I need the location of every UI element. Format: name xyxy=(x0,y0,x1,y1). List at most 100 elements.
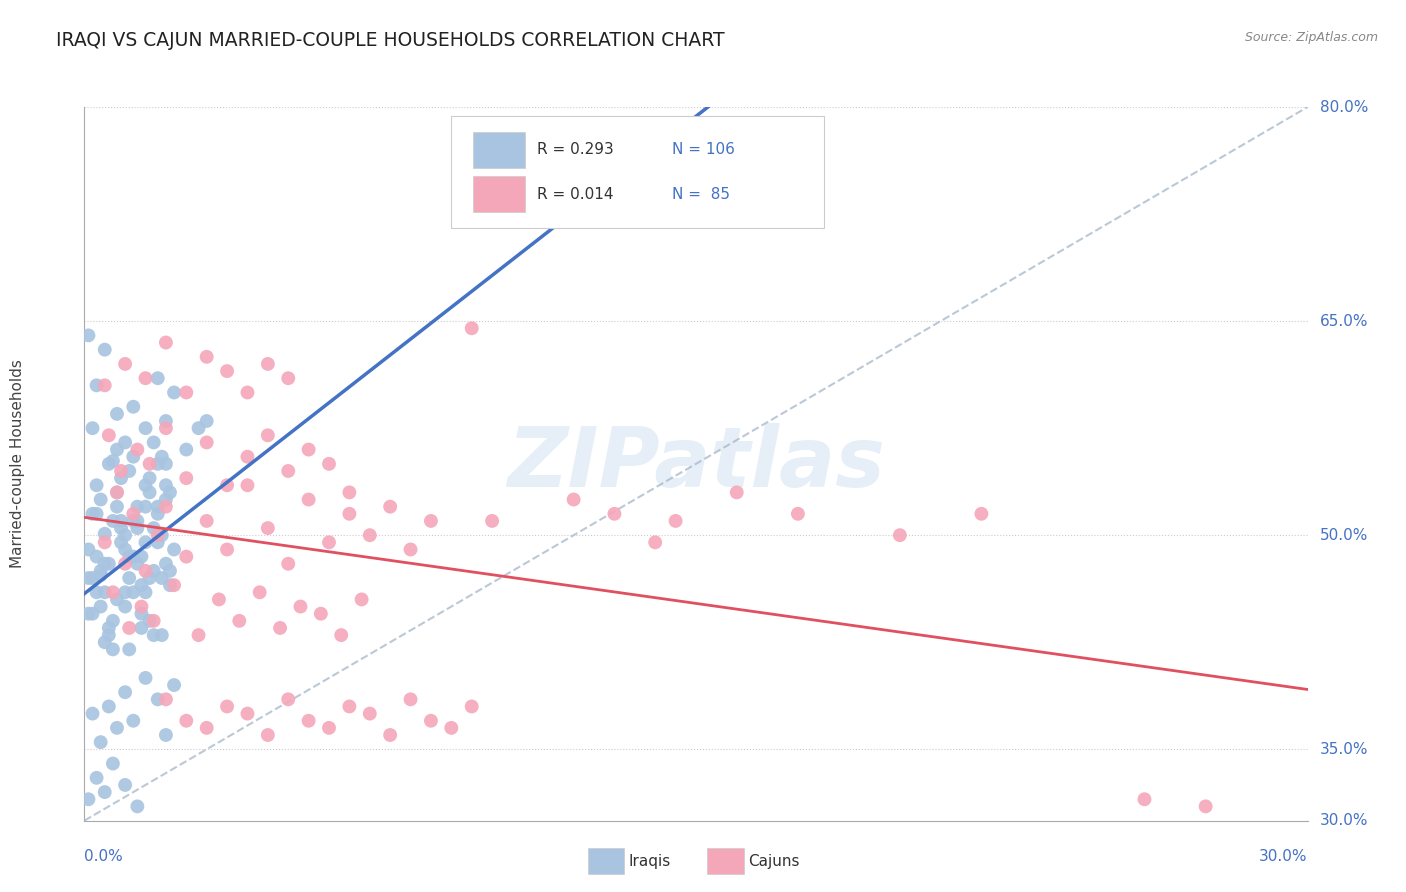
Point xyxy=(339,699,360,714)
Point xyxy=(155,500,177,514)
Point xyxy=(122,549,145,564)
Point xyxy=(277,464,299,478)
Point xyxy=(146,457,169,471)
Point xyxy=(562,492,585,507)
Point xyxy=(174,471,197,485)
Text: 80.0%: 80.0% xyxy=(1320,100,1368,114)
Point xyxy=(127,557,149,571)
Point xyxy=(101,585,124,599)
Point xyxy=(155,457,177,471)
Point xyxy=(142,628,165,642)
Point xyxy=(174,385,197,400)
Point xyxy=(110,514,132,528)
Point xyxy=(725,485,748,500)
Point xyxy=(135,500,157,514)
Point xyxy=(146,535,169,549)
Point xyxy=(122,450,145,464)
Point xyxy=(105,407,128,421)
Point xyxy=(90,735,112,749)
Text: 30.0%: 30.0% xyxy=(1260,849,1308,864)
Point xyxy=(1133,792,1156,806)
Point xyxy=(236,385,259,400)
Point xyxy=(159,564,181,578)
Point xyxy=(97,628,120,642)
Point xyxy=(146,507,169,521)
Text: 0.0%: 0.0% xyxy=(84,849,124,864)
Point xyxy=(142,521,165,535)
Point xyxy=(135,585,157,599)
Point xyxy=(86,771,108,785)
Point xyxy=(257,521,280,535)
Point xyxy=(90,492,112,507)
FancyBboxPatch shape xyxy=(451,116,824,228)
Point xyxy=(127,521,149,535)
Point xyxy=(138,614,160,628)
Point xyxy=(105,592,128,607)
Text: Source: ZipAtlas.com: Source: ZipAtlas.com xyxy=(1244,31,1378,45)
Text: 50.0%: 50.0% xyxy=(1320,528,1368,542)
Point xyxy=(440,721,463,735)
Point xyxy=(298,442,321,457)
Point xyxy=(159,578,181,592)
Point xyxy=(150,528,173,542)
Point xyxy=(82,507,104,521)
Point xyxy=(142,435,165,450)
Point xyxy=(236,478,259,492)
Point xyxy=(105,485,128,500)
Point xyxy=(399,542,422,557)
Point xyxy=(228,614,250,628)
Text: Cajuns: Cajuns xyxy=(748,855,800,869)
Point xyxy=(150,450,173,464)
Point xyxy=(150,571,173,585)
Point xyxy=(86,378,108,392)
Point xyxy=(138,571,160,585)
Point xyxy=(142,614,165,628)
Point xyxy=(187,628,209,642)
Point xyxy=(664,514,686,528)
Point xyxy=(420,514,443,528)
Point xyxy=(135,371,157,385)
Point xyxy=(118,549,141,564)
Point xyxy=(163,385,186,400)
Point xyxy=(114,599,136,614)
Point xyxy=(217,699,239,714)
Point xyxy=(93,535,115,549)
Point xyxy=(217,364,239,378)
Point xyxy=(399,692,422,706)
Point xyxy=(142,564,165,578)
Point xyxy=(86,507,108,521)
Point xyxy=(380,500,402,514)
Point xyxy=(93,526,115,541)
Point xyxy=(236,450,259,464)
Point xyxy=(122,585,145,599)
Point xyxy=(97,457,120,471)
Point xyxy=(93,785,115,799)
Point xyxy=(889,528,911,542)
Point xyxy=(277,557,299,571)
Point xyxy=(93,343,115,357)
Point xyxy=(146,528,169,542)
Point xyxy=(461,699,484,714)
Point xyxy=(110,471,132,485)
Point xyxy=(461,321,484,335)
Point xyxy=(330,628,353,642)
Point xyxy=(350,592,373,607)
Point xyxy=(131,549,153,564)
Point xyxy=(114,557,136,571)
Point xyxy=(82,421,104,435)
Point xyxy=(318,535,340,549)
Point xyxy=(269,621,291,635)
Point xyxy=(101,642,124,657)
Point xyxy=(135,671,157,685)
Point xyxy=(138,457,160,471)
Point xyxy=(174,714,197,728)
Point xyxy=(101,614,124,628)
Point xyxy=(195,514,218,528)
Point xyxy=(110,535,132,549)
Text: 30.0%: 30.0% xyxy=(1320,814,1368,828)
Point xyxy=(105,721,128,735)
Point xyxy=(277,692,299,706)
Point xyxy=(101,454,124,468)
Point xyxy=(163,678,186,692)
Point xyxy=(86,478,108,492)
